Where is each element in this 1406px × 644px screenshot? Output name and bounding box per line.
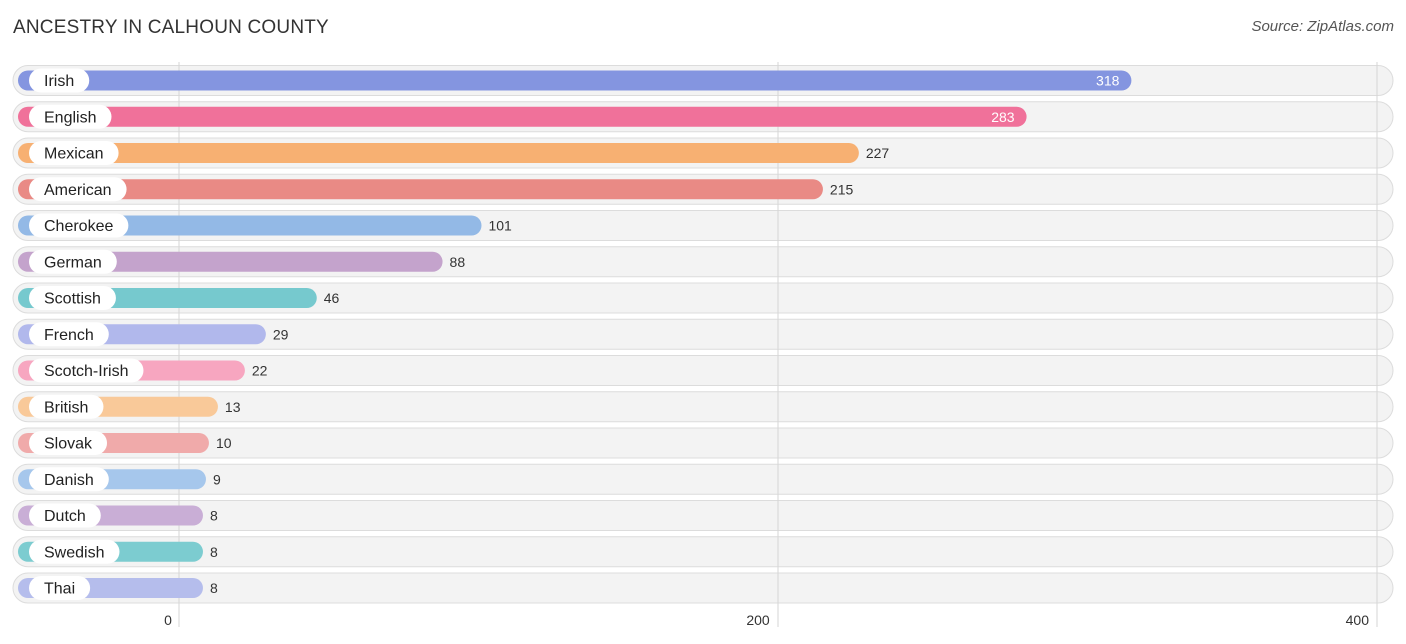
- bar-row[interactable]: Scotch-Irish 22: [18, 358, 268, 383]
- bar-row[interactable]: Dutch 8: [18, 503, 218, 528]
- category-label: English: [44, 109, 96, 126]
- category-label: British: [44, 399, 88, 416]
- category-label-pill: [29, 177, 127, 202]
- value-label: 10: [216, 435, 232, 451]
- bar[interactable]: [18, 179, 823, 200]
- category-label-pill: [29, 286, 116, 310]
- x-tick-label: 200: [746, 612, 770, 628]
- bar-row[interactable]: Slovak 10: [18, 431, 232, 455]
- category-label-pill: [29, 213, 129, 238]
- value-label: 46: [324, 290, 340, 306]
- row-track: [12, 536, 1394, 568]
- bar[interactable]: [18, 251, 443, 272]
- category-label-pill: [29, 576, 91, 600]
- bar-row[interactable]: Swedish 8: [18, 539, 218, 564]
- bar[interactable]: [18, 215, 482, 236]
- value-label: 29: [273, 326, 289, 342]
- value-label: 9: [213, 471, 221, 487]
- bar[interactable]: [18, 106, 1027, 127]
- row-track: [12, 282, 1394, 314]
- bar-row[interactable]: American 215: [18, 177, 854, 202]
- bar-row[interactable]: German 88: [18, 249, 466, 274]
- category-label: Slovak: [44, 436, 93, 453]
- value-label: 318: [1096, 73, 1120, 89]
- category-label: Cherokee: [44, 218, 113, 235]
- row-track: [12, 391, 1394, 423]
- category-label: French: [44, 327, 94, 344]
- category-label: Scottish: [44, 291, 101, 308]
- bar-row[interactable]: Mexican 227: [18, 141, 889, 165]
- category-label-pill: [29, 503, 101, 528]
- category-label-pill: [29, 358, 144, 383]
- value-label: 13: [225, 399, 241, 415]
- category-label: Thai: [44, 581, 75, 598]
- category-label-pill: [29, 104, 112, 129]
- category-label-pill: [29, 249, 117, 274]
- category-label: Mexican: [44, 146, 104, 163]
- category-label-pill: [29, 141, 119, 165]
- value-label: 88: [450, 254, 466, 270]
- row-track: [12, 427, 1394, 459]
- x-tick-label: 0: [164, 612, 172, 628]
- category-label-pill: [29, 394, 104, 419]
- value-label: 8: [210, 544, 218, 560]
- row-track: [12, 463, 1394, 495]
- x-tick-label: 400: [1346, 612, 1370, 628]
- category-label: Danish: [44, 472, 94, 489]
- category-label: Scotch-Irish: [44, 363, 128, 380]
- bar-row[interactable]: Irish 318: [18, 68, 1132, 93]
- category-label-pill: [29, 467, 109, 492]
- category-label: American: [44, 182, 112, 199]
- category-label: Irish: [44, 73, 74, 90]
- row-track: [12, 500, 1394, 531]
- chart-title: ANCESTRY IN CALHOUN COUNTY: [13, 17, 329, 38]
- bar-row[interactable]: English 283: [18, 104, 1027, 129]
- source-note: Source: ZipAtlas.com: [1251, 18, 1394, 35]
- row-track: [12, 318, 1394, 350]
- category-label: Dutch: [44, 508, 86, 525]
- category-label: Swedish: [44, 544, 104, 561]
- category-label-pill: [29, 431, 108, 455]
- category-label: German: [44, 254, 102, 271]
- bar[interactable]: [18, 143, 859, 163]
- value-label: 215: [830, 181, 854, 197]
- category-label-pill: [29, 322, 109, 347]
- category-label-pill: [29, 539, 120, 564]
- bar-row[interactable]: Cherokee 101: [18, 213, 512, 238]
- row-track: [12, 355, 1394, 386]
- bar-row[interactable]: Thai 8: [18, 576, 218, 600]
- bar-row[interactable]: British 13: [18, 394, 241, 419]
- bar-row[interactable]: French 29: [18, 322, 289, 347]
- value-label: 101: [488, 218, 512, 234]
- value-label: 8: [210, 580, 218, 596]
- value-label: 227: [866, 145, 890, 161]
- bar-row[interactable]: Scottish 46: [18, 286, 340, 310]
- category-label-pill: [29, 68, 90, 93]
- value-label: 8: [210, 508, 218, 524]
- bar[interactable]: [18, 70, 1132, 91]
- value-label: 283: [991, 109, 1015, 125]
- row-track: [12, 572, 1394, 604]
- bar-row[interactable]: Danish 9: [18, 467, 221, 492]
- value-label: 22: [252, 363, 268, 379]
